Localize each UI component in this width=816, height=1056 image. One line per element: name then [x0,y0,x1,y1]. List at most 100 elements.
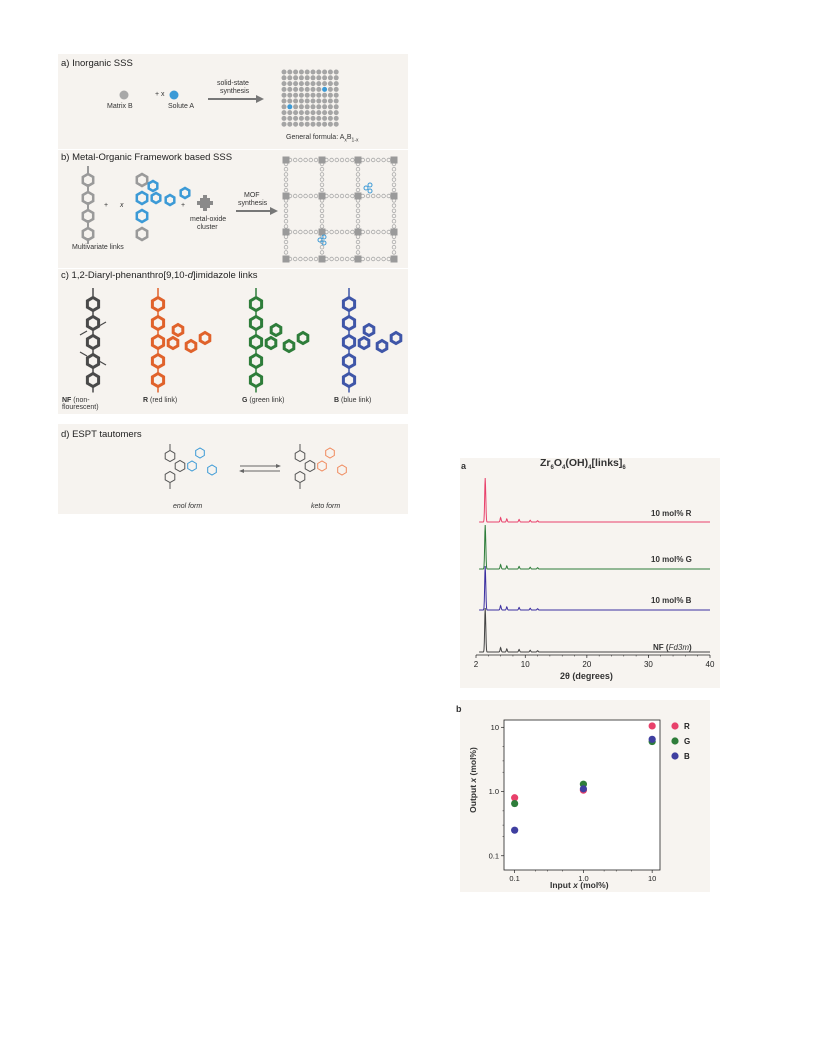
mof-cluster-node [282,255,290,263]
matrix-atom [333,69,339,75]
mof-link-node [319,250,325,255]
b-label: B (blue link) [334,397,372,404]
matrix-atom [304,75,310,81]
pxrd-panel-letter: a [461,461,467,471]
matrix-atom [304,104,310,110]
matrix-atom [333,104,339,110]
scatter-point-b [511,826,519,834]
mof-link-node [355,187,361,193]
methyl-bond [79,330,88,336]
matrix-atom [322,110,328,116]
scatter-point-r [648,722,656,730]
scatter-point-b [648,735,656,743]
mof-cluster-node [390,228,398,236]
mof-link-node [293,193,298,199]
panel-b-figure [81,156,398,263]
matrix-atom [281,110,287,116]
plus-2: + [181,202,186,209]
mof-arrow-label-2: synthesis [238,200,268,207]
mof-link-node [334,193,339,199]
matrix-atom [322,75,328,81]
hexagon-ring [164,449,176,463]
mof-link-node [283,172,289,177]
legend-marker-g [671,737,679,745]
mof-link-node [391,218,397,224]
matrix-atom [298,104,304,110]
mof-link-node [355,250,361,255]
panel-d-title: d) ESPT tautomers [61,429,142,440]
matrix-atom [333,81,339,87]
enol-form-structure [164,444,217,489]
plus-x-label: + x [155,91,165,98]
matrix-atom [322,69,328,75]
matrix-atom [287,75,293,81]
matrix-atom [287,110,293,116]
mof-link-node [283,208,289,213]
mof-link-node [355,177,361,182]
hexagon-ring [337,464,347,476]
mof-cluster-node [390,255,398,263]
matrix-atom [327,86,333,92]
hexagon-ring [362,322,376,338]
mof-link-node [365,193,371,199]
mof-link-node [355,239,361,245]
matrix-atom [327,75,333,81]
hexagon-ring [135,208,149,224]
mof-cluster-node [282,192,290,200]
mof-link-node [319,208,325,213]
nf-link-structure [79,288,107,393]
matrix-atom [293,110,299,116]
mof-cluster-node [354,156,362,164]
matrix-atom [298,115,304,121]
methyl-bond [98,321,107,327]
mof-link-node [365,157,371,163]
mof-link-node [329,157,334,163]
mof-link-node [283,166,289,172]
scatter-panel-letter: b [456,704,462,714]
solute-atom-icon [169,90,179,100]
matrix-atom [316,86,322,92]
mof-link-node [283,187,289,193]
hexagon-ring [171,322,185,338]
panel-a [58,54,408,149]
inorganic-lattice [281,69,339,127]
matrix-atom [316,81,322,87]
matrix-atom [304,115,310,121]
mof-link-node [313,193,319,199]
mof-link-node [283,224,289,229]
matrix-atom [304,69,310,75]
mof-blue-unit [321,234,327,240]
mof-link-node [313,157,319,163]
matrix-atom [333,75,339,81]
enol-label: enol form [173,503,203,510]
legend-marker-r [671,722,679,730]
matrix-atom [298,86,304,92]
matrix-atom [310,104,316,110]
mof-link-node [350,229,355,235]
legend-marker-b [671,752,679,760]
matrix-atom [304,92,310,98]
mof-link-node [339,256,345,262]
scatter-point-r [511,794,519,802]
mof-link-node [329,256,334,262]
r-link-structure [150,288,212,393]
matrix-atom [310,75,316,81]
matrix-atom [298,110,304,116]
pxrd-x-tick-label: 40 [706,660,715,669]
matrix-atom [316,98,322,104]
pxrd-x-tick-label: 30 [644,660,653,669]
mof-link-node [283,182,289,187]
solute-atom [287,104,293,110]
mof-link-node [283,239,289,245]
matrix-atom [281,115,287,121]
cluster-label-1: metal-oxide [190,216,227,223]
matrix-atom [287,115,293,121]
matrix-atom [304,110,310,116]
matrix-atom [304,98,310,104]
matrix-atom [281,69,287,75]
blue-link-icon [135,172,191,242]
pxrd-trace-1 [479,524,710,570]
mof-blue-unit [317,237,323,243]
matrix-atom [310,86,316,92]
mof-link-node [339,157,345,163]
